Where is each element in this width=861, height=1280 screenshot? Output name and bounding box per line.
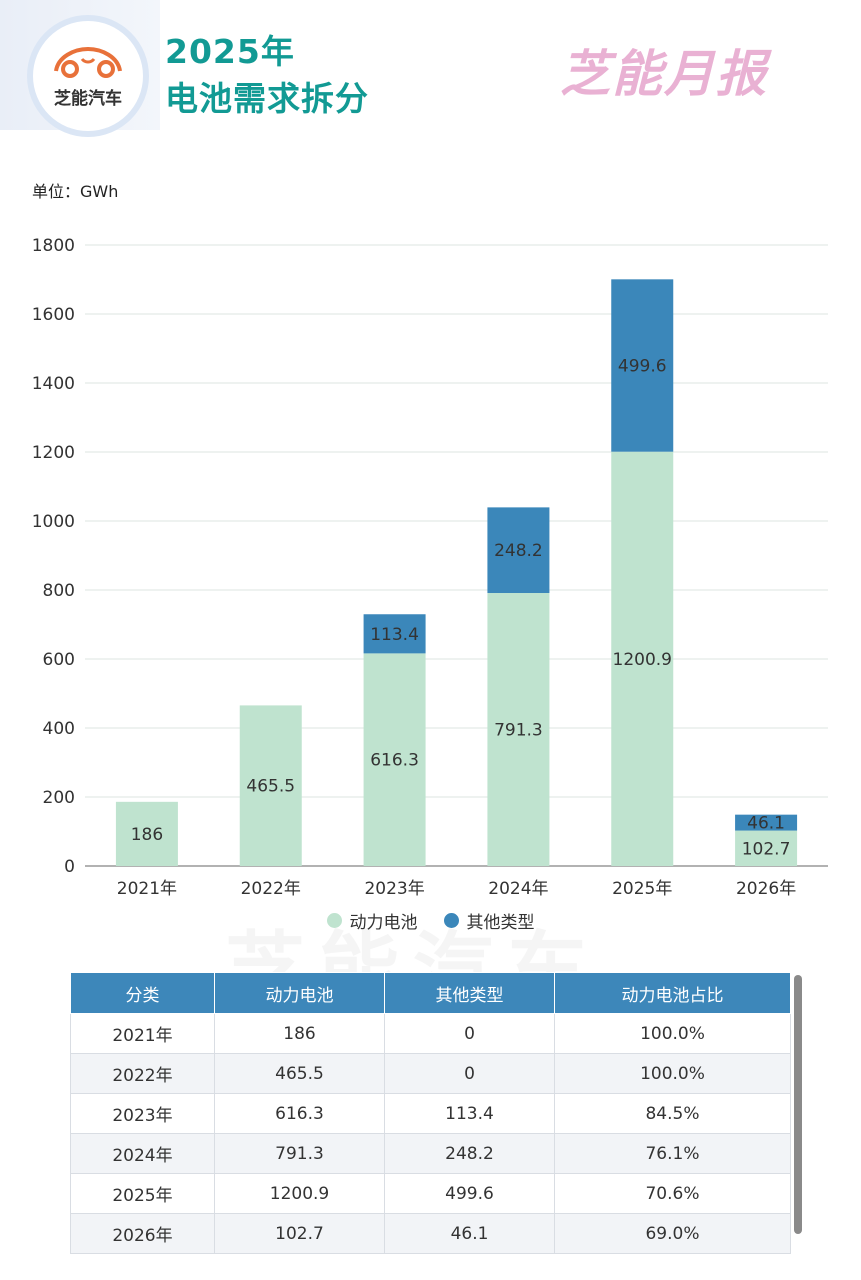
table-cell: 791.3: [214, 1133, 385, 1174]
table-scrollbar[interactable]: [794, 975, 802, 1234]
table-header-cell: 分类: [70, 972, 215, 1014]
bar-power: [735, 830, 798, 866]
data-label-other: 46.1: [747, 814, 785, 834]
unit-label: 单位：GWh: [32, 182, 119, 201]
stacked-bar-chart: 0 200 400 600 800 1000 1200 1400 1600 1800 186 2021…: [32, 236, 828, 899]
bar-power: [487, 593, 550, 866]
y-tick-label: 0: [64, 857, 75, 877]
brand-wordmark: 芝能月报: [560, 45, 768, 103]
bar-power: [239, 705, 302, 866]
y-tick-label: 400: [43, 719, 75, 739]
x-tick-label: 2023年: [364, 879, 424, 899]
data-label-power: 1200.9: [613, 650, 672, 670]
data-label-other: 248.2: [494, 541, 543, 561]
data-label-other: 499.6: [618, 357, 667, 377]
data-label-power: 616.3: [370, 751, 419, 771]
chart-labels: 0 200 400 600 800 1000 1200 1400 1600 1800 186 2021…: [32, 236, 796, 899]
table-header-cell: 动力电池占比: [554, 972, 791, 1014]
bar-other: [735, 814, 798, 831]
table-cell: 2025年: [70, 1173, 215, 1214]
x-tick-label: 2022年: [241, 879, 301, 899]
table-cell: 465.5: [214, 1053, 385, 1094]
table-cell: 0: [384, 1013, 555, 1054]
legend-item-other: 其他类型: [443, 908, 535, 933]
y-tick-label: 1600: [32, 305, 75, 325]
chart-gridlines: [85, 244, 828, 867]
table-cell: 2023年: [70, 1093, 215, 1134]
bar-other: [363, 614, 426, 654]
table-cell: 248.2: [384, 1133, 555, 1174]
table-cell: 76.1%: [554, 1133, 791, 1174]
table-cell: 186: [214, 1013, 385, 1054]
table-cell: 2022年: [70, 1053, 215, 1094]
data-table: 分类 动力电池 其他类型 动力电池占比 2021年 186 0 100.0% 2…: [70, 972, 791, 1254]
y-tick-label: 600: [43, 650, 75, 670]
table-cell: 113.4: [384, 1093, 555, 1134]
y-tick-label: 1800: [32, 236, 75, 256]
table-header-cell: 其他类型: [384, 972, 555, 1014]
logo-text: 芝能汽车: [54, 89, 122, 109]
car-logo-icon: [54, 46, 122, 78]
table-cell: 0: [384, 1053, 555, 1094]
data-label-power: 465.5: [246, 777, 295, 797]
page-title: 电池需求拆分: [165, 79, 369, 118]
bar-power: [611, 451, 674, 866]
page-title-year: 2025年: [165, 32, 295, 71]
data-label-power: 102.7: [742, 839, 791, 859]
chart-bars: [115, 279, 798, 866]
legend-swatch-other: [443, 913, 459, 928]
data-label-power: 791.3: [494, 721, 543, 741]
x-tick-label: 2026年: [736, 879, 796, 899]
x-tick-label: 2025年: [612, 879, 672, 899]
brand-logo: 芝能汽车: [33, 21, 143, 131]
bar-power: [363, 653, 426, 866]
table-row: 2022年 465.5 0 100.0%: [70, 1053, 791, 1094]
table-cell: 2024年: [70, 1133, 215, 1174]
table-cell: 46.1: [384, 1213, 555, 1254]
header: 芝能汽车 2025年 电池需求拆分 芝能月报: [0, 0, 861, 131]
legend-label-other: 其他类型: [466, 913, 535, 933]
x-tick-label: 2021年: [117, 879, 177, 899]
table-header-cell: 动力电池: [214, 972, 385, 1014]
data-label-other: 113.4: [370, 625, 419, 645]
y-tick-label: 200: [43, 788, 75, 808]
y-tick-label: 1400: [32, 374, 75, 394]
legend-label-power: 动力电池: [349, 913, 418, 933]
table-header-row: 分类 动力电池 其他类型 动力电池占比: [70, 972, 791, 1014]
y-tick-label: 1000: [32, 512, 75, 532]
chart-legend: 动力电池 其他类型: [0, 908, 861, 933]
legend-item-power: 动力电池: [326, 908, 418, 933]
bar-power: [115, 801, 178, 866]
table-cell: 1200.9: [214, 1173, 385, 1214]
bar-other: [487, 507, 550, 594]
table-cell: 100.0%: [554, 1013, 791, 1054]
table-cell: 2026年: [70, 1213, 215, 1254]
table-cell: 2021年: [70, 1013, 215, 1054]
table-cell: 499.6: [384, 1173, 555, 1214]
table-cell: 102.7: [214, 1213, 385, 1254]
bar-other: [611, 279, 674, 452]
y-tick-label: 800: [43, 581, 75, 601]
table-cell: 70.6%: [554, 1173, 791, 1214]
table-cell: 616.3: [214, 1093, 385, 1134]
table-cell: 100.0%: [554, 1053, 791, 1094]
table-row: 2025年 1200.9 499.6 70.6%: [70, 1173, 791, 1214]
table-cell: 84.5%: [554, 1093, 791, 1134]
y-tick-label: 1200: [32, 443, 75, 463]
legend-swatch-power: [326, 913, 342, 928]
table-row: 2024年 791.3 248.2 76.1%: [70, 1133, 791, 1174]
data-label-power: 186: [131, 825, 163, 845]
table-row: 2021年 186 0 100.0%: [70, 1013, 791, 1054]
x-tick-label: 2024年: [488, 879, 548, 899]
table-row: 2026年 102.7 46.1 69.0%: [70, 1213, 791, 1254]
table-row: 2023年 616.3 113.4 84.5%: [70, 1093, 791, 1134]
table-cell: 69.0%: [554, 1213, 791, 1254]
